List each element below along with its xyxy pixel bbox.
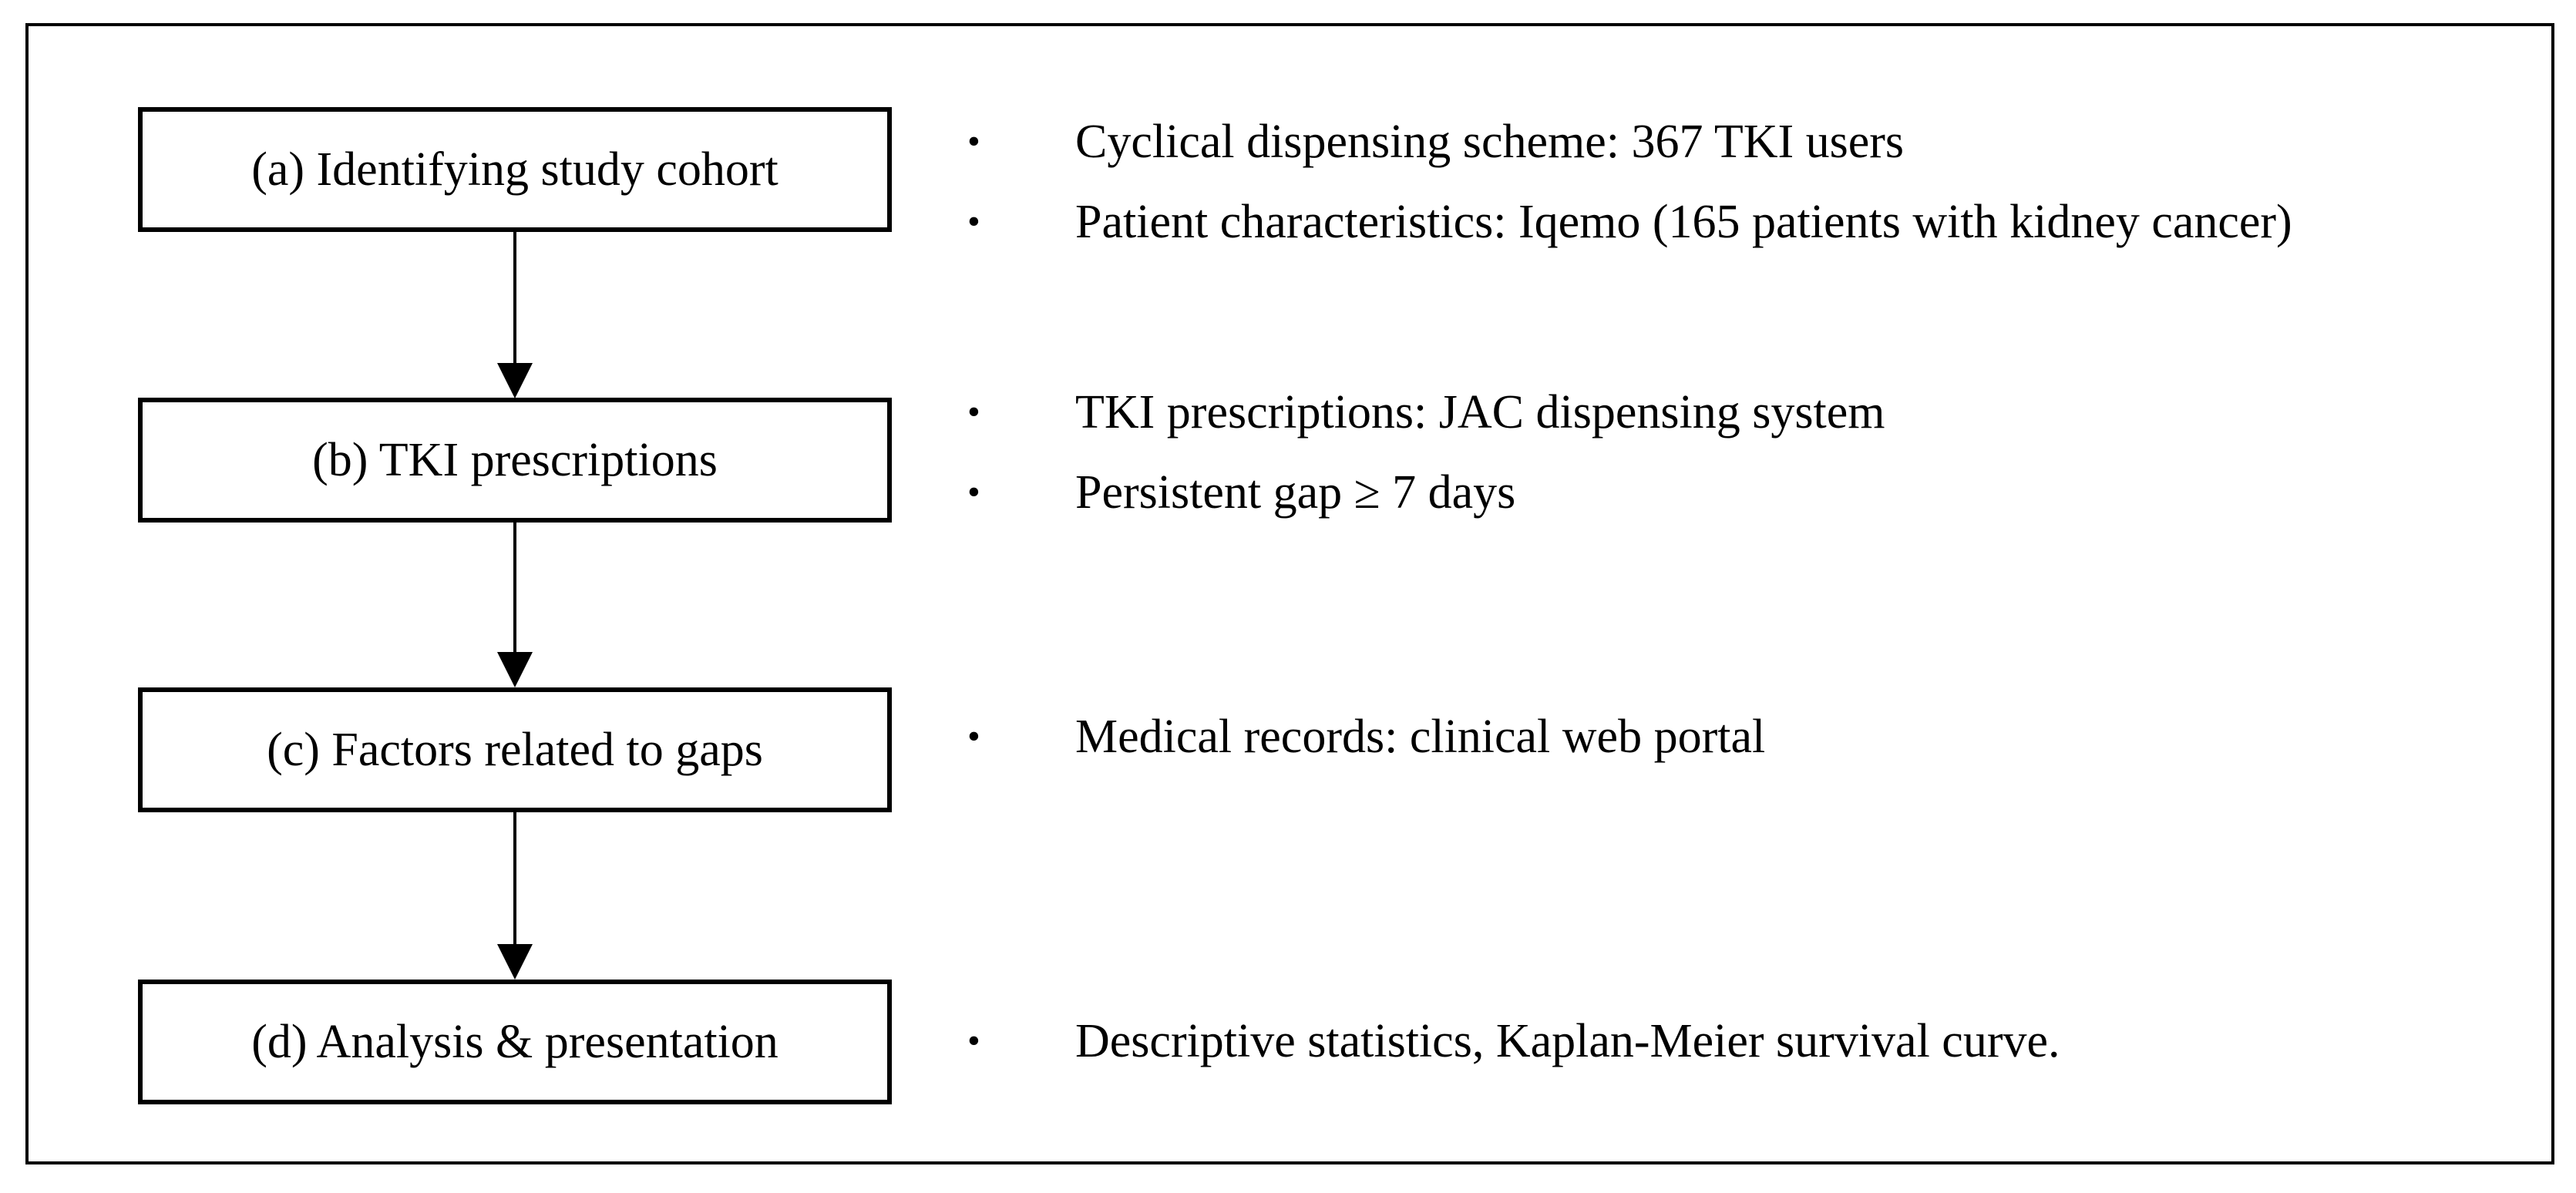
bullet-text: Persistent gap ≥ 7 days: [1075, 466, 1516, 519]
bullet-group-d: • Descriptive statistics, Kaplan-Meier s…: [967, 1017, 2060, 1065]
flow-box-label: (c) Factors related to gaps: [267, 724, 763, 776]
bullet-text: Patient characteristics: Iqemo (165 pati…: [1075, 196, 2292, 248]
flow-box-label: (d) Analysis & presentation: [251, 1016, 779, 1068]
bullet-dot-icon: •: [967, 1020, 980, 1061]
flow-arrow-a-to-b-line: [513, 232, 516, 363]
flow-arrow-a-to-b-arrowhead-icon: [497, 363, 533, 398]
bullet-group-a: • Cyclical dispensing scheme: 367 TKI us…: [967, 118, 2292, 246]
flow-box-label: (b) TKI prescriptions: [312, 434, 718, 486]
bullet-text: TKI prescriptions: JAC dispensing system: [1075, 386, 1885, 439]
flow-arrow-c-to-d-arrowhead-icon: [497, 944, 533, 980]
bullet-item: • TKI prescriptions: JAC dispensing syst…: [967, 388, 1885, 436]
bullet-dot-icon: •: [967, 472, 980, 512]
bullet-dot-icon: •: [967, 716, 980, 757]
flow-box-label: (a) Identifying study cohort: [251, 143, 779, 196]
bullet-text: Medical records: clinical web portal: [1075, 711, 1766, 763]
flow-arrow-c-to-d-line: [513, 812, 516, 944]
flow-box-identifying-study-cohort: (a) Identifying study cohort: [138, 107, 892, 232]
flow-arrow-b-to-c-arrowhead-icon: [497, 652, 533, 687]
flow-arrow-b-to-c-line: [513, 523, 516, 652]
bullet-item: • Persistent gap ≥ 7 days: [967, 469, 1885, 516]
figure-outer-border: (a) Identifying study cohort • Cyclical …: [25, 23, 2554, 1164]
flow-box-analysis-presentation: (d) Analysis & presentation: [138, 980, 892, 1104]
bullet-dot-icon: •: [967, 121, 980, 162]
bullet-group-b: • TKI prescriptions: JAC dispensing syst…: [967, 388, 1885, 516]
bullet-text: Descriptive statistics, Kaplan-Meier sur…: [1075, 1015, 2060, 1067]
bullet-dot-icon: •: [967, 392, 980, 432]
bullet-group-c: • Medical records: clinical web portal: [967, 713, 1765, 761]
bullet-dot-icon: •: [967, 201, 980, 242]
bullet-item: • Cyclical dispensing scheme: 367 TKI us…: [967, 118, 2292, 166]
bullet-item: • Descriptive statistics, Kaplan-Meier s…: [967, 1017, 2060, 1065]
bullet-text: Cyclical dispensing scheme: 367 TKI user…: [1075, 116, 1905, 168]
flow-box-tki-prescriptions: (b) TKI prescriptions: [138, 398, 892, 523]
bullet-item: • Patient characteristics: Iqemo (165 pa…: [967, 198, 2292, 246]
flow-box-factors-related-to-gaps: (c) Factors related to gaps: [138, 687, 892, 812]
bullet-item: • Medical records: clinical web portal: [967, 713, 1765, 761]
